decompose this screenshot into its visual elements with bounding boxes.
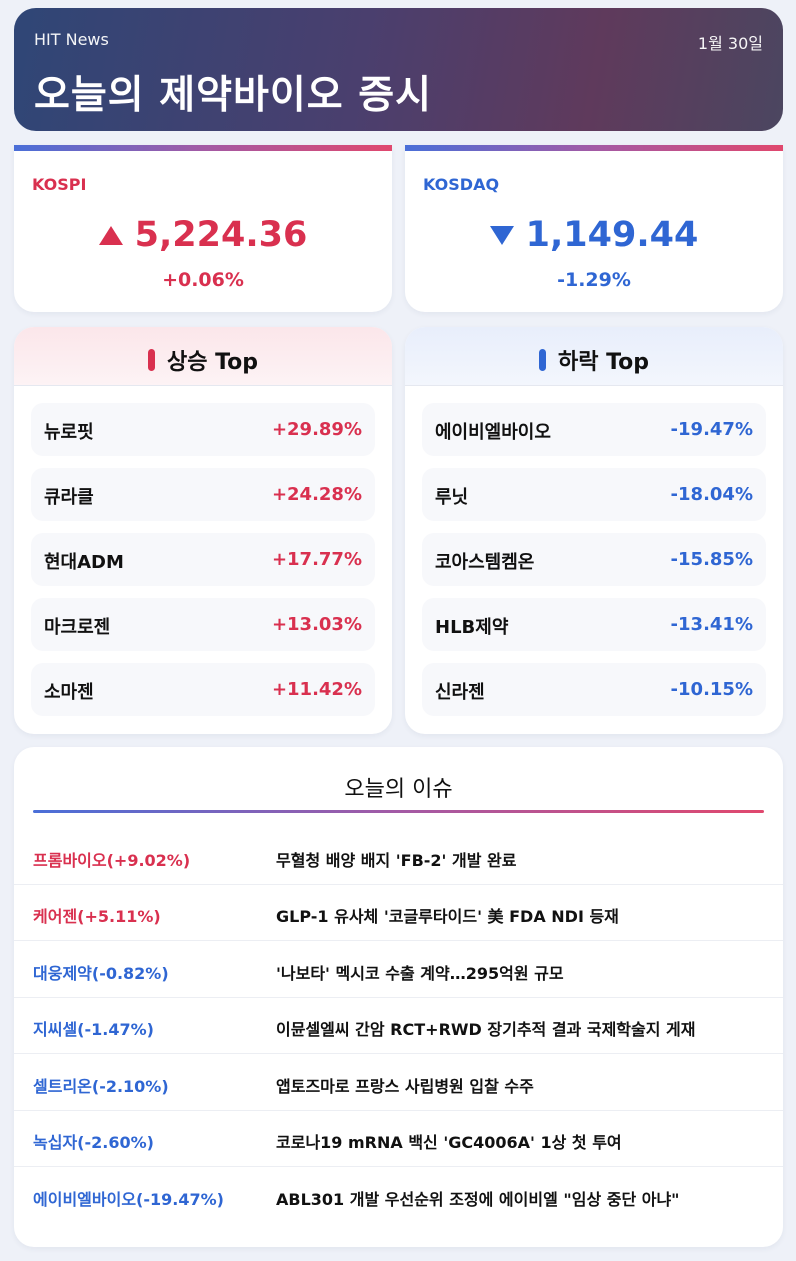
stock-change: +11.42%	[271, 679, 362, 700]
kospi-value: 5,224.36	[134, 215, 308, 255]
brand-name: HIT News	[34, 30, 109, 49]
issue-headline[interactable]: 코로나19 mRNA 백신 'GC4006A' 1상 첫 투여	[276, 1133, 622, 1152]
kosdaq-change: -1.29%	[557, 269, 631, 291]
issue-headline[interactable]: 이뮨셀엘씨 간암 RCT+RWD 장기추적 결과 국제학술지 게재	[276, 1020, 696, 1039]
up-arrow-icon	[98, 225, 123, 245]
gainer-item[interactable]: 현대ADM +17.77%	[31, 533, 375, 586]
loser-item[interactable]: 코아스템켐온 -15.85%	[422, 533, 766, 586]
issues-card: 오늘의 이슈 프롬바이오(+9.02%) 무혈청 배양 배지 'FB-2' 개발…	[14, 747, 783, 1247]
stock-name: 큐라클	[44, 487, 94, 508]
kospi-change: +0.06%	[162, 269, 244, 291]
issue-row[interactable]: 셀트리온(-2.10%) 앱토즈마로 프랑스 사립병원 입찰 수주	[14, 1055, 783, 1111]
issue-company: 케어젠(+5.11%)	[33, 907, 161, 926]
stock-change: -18.04%	[670, 484, 753, 505]
issue-headline[interactable]: 무혈청 배양 배지 'FB-2' 개발 완료	[276, 851, 517, 870]
down-arrow-icon	[489, 225, 514, 245]
kospi-card: KOSPI 5,224.36 +0.06%	[14, 145, 392, 312]
gainers-list: 뉴로핏 +29.89% 큐라클 +24.28% 현대ADM +17.77% 마크로젠 +…	[31, 403, 375, 728]
issue-company: 프롬바이오(+9.02%)	[33, 851, 191, 870]
issue-row[interactable]: 프롬바이오(+9.02%) 무혈청 배양 배지 'FB-2' 개발 완료	[14, 829, 783, 885]
issues-divider	[33, 810, 764, 813]
stock-name: 에이비엘바이오	[435, 422, 551, 443]
issue-company: 녹십자(-2.60%)	[33, 1133, 154, 1152]
issue-row[interactable]: 에이비엘바이오(-19.47%) ABL301 개발 우선순위 조정에 에이비엘…	[14, 1168, 783, 1224]
issue-company: 지씨셀(-1.47%)	[33, 1020, 154, 1039]
issue-headline[interactable]: GLP-1 유사체 '코글루타이드' 美 FDA NDI 등재	[276, 907, 619, 926]
kospi-label: KOSPI	[32, 175, 87, 194]
losers-accent-bar	[538, 349, 546, 371]
gainer-item[interactable]: 뉴로핏 +29.89%	[31, 403, 375, 456]
issue-company: 셀트리온(-2.10%)	[33, 1077, 169, 1096]
stock-name: 소마젠	[44, 682, 94, 703]
stock-name: HLB제약	[435, 617, 509, 638]
issue-headline[interactable]: 앱토즈마로 프랑스 사립병원 입찰 수주	[276, 1077, 534, 1096]
stock-name: 신라젠	[435, 682, 485, 703]
issue-company: 에이비엘바이오(-19.47%)	[33, 1190, 224, 1209]
stock-change: -15.85%	[670, 549, 753, 570]
stock-change: -10.15%	[670, 679, 753, 700]
stock-name: 코아스템켐온	[435, 552, 535, 573]
gainer-item[interactable]: 소마젠 +11.42%	[31, 663, 375, 716]
stock-change: +29.89%	[271, 419, 362, 440]
stock-change: -19.47%	[670, 419, 753, 440]
loser-item[interactable]: 루닛 -18.04%	[422, 468, 766, 521]
report-date: 1월 30일	[697, 34, 763, 53]
loser-item[interactable]: 에이비엘바이오 -19.47%	[422, 403, 766, 456]
stock-change: -13.41%	[670, 614, 753, 635]
losers-header: 하락 Top	[405, 327, 783, 386]
losers-list: 에이비엘바이오 -19.47% 루닛 -18.04% 코아스템켐온 -15.85% H…	[422, 403, 766, 728]
issue-row[interactable]: 녹십자(-2.60%) 코로나19 mRNA 백신 'GC4006A' 1상 첫…	[14, 1111, 783, 1167]
issue-row[interactable]: 대웅제약(-0.82%) '나보타' 멕시코 수출 계약…295억원 규모	[14, 942, 783, 998]
stock-change: +24.28%	[271, 484, 362, 505]
kosdaq-label: KOSDAQ	[423, 175, 500, 194]
gainers-card: 상승 Top 뉴로핏 +29.89% 큐라클 +24.28% 현대ADM +17.77…	[14, 327, 392, 734]
issue-headline[interactable]: ABL301 개발 우선순위 조정에 에이비엘 "임상 중단 아냐"	[276, 1190, 680, 1209]
stock-name: 루닛	[435, 487, 469, 508]
page-title: 오늘의 제약바이오 증시	[34, 73, 432, 118]
issue-row[interactable]: 지씨셀(-1.47%) 이뮨셀엘씨 간암 RCT+RWD 장기추적 결과 국제학…	[14, 998, 783, 1054]
gainers-accent-bar	[147, 349, 155, 371]
stock-name: 마크로젠	[44, 617, 111, 638]
issue-headline[interactable]: '나보타' 멕시코 수출 계약…295억원 규모	[276, 964, 564, 983]
stock-name: 현대ADM	[44, 552, 124, 573]
kosdaq-value: 1,149.44	[525, 215, 699, 255]
kosdaq-card: KOSDAQ 1,149.44 -1.29%	[405, 145, 783, 312]
stock-change: +17.77%	[271, 549, 362, 570]
stock-name: 뉴로핏	[44, 422, 94, 443]
issue-company: 대웅제약(-0.82%)	[33, 964, 169, 983]
issue-row[interactable]: 케어젠(+5.11%) GLP-1 유사체 '코글루타이드' 美 FDA NDI…	[14, 885, 783, 941]
gainer-item[interactable]: 마크로젠 +13.03%	[31, 598, 375, 651]
issues-title: 오늘의 이슈	[344, 777, 453, 802]
losers-title: 하락 Top	[557, 350, 650, 375]
loser-item[interactable]: HLB제약 -13.41%	[422, 598, 766, 651]
stock-change: +13.03%	[271, 614, 362, 635]
gainer-item[interactable]: 큐라클 +24.28%	[31, 468, 375, 521]
gainers-header: 상승 Top	[14, 327, 392, 386]
losers-card: 하락 Top 에이비엘바이오 -19.47% 루닛 -18.04% 코아스템켐온 -1…	[405, 327, 783, 734]
loser-item[interactable]: 신라젠 -10.15%	[422, 663, 766, 716]
gainers-title: 상승 Top	[166, 350, 259, 375]
header-banner: HIT News 1월 30일 오늘의 제약바이오 증시	[14, 8, 783, 131]
